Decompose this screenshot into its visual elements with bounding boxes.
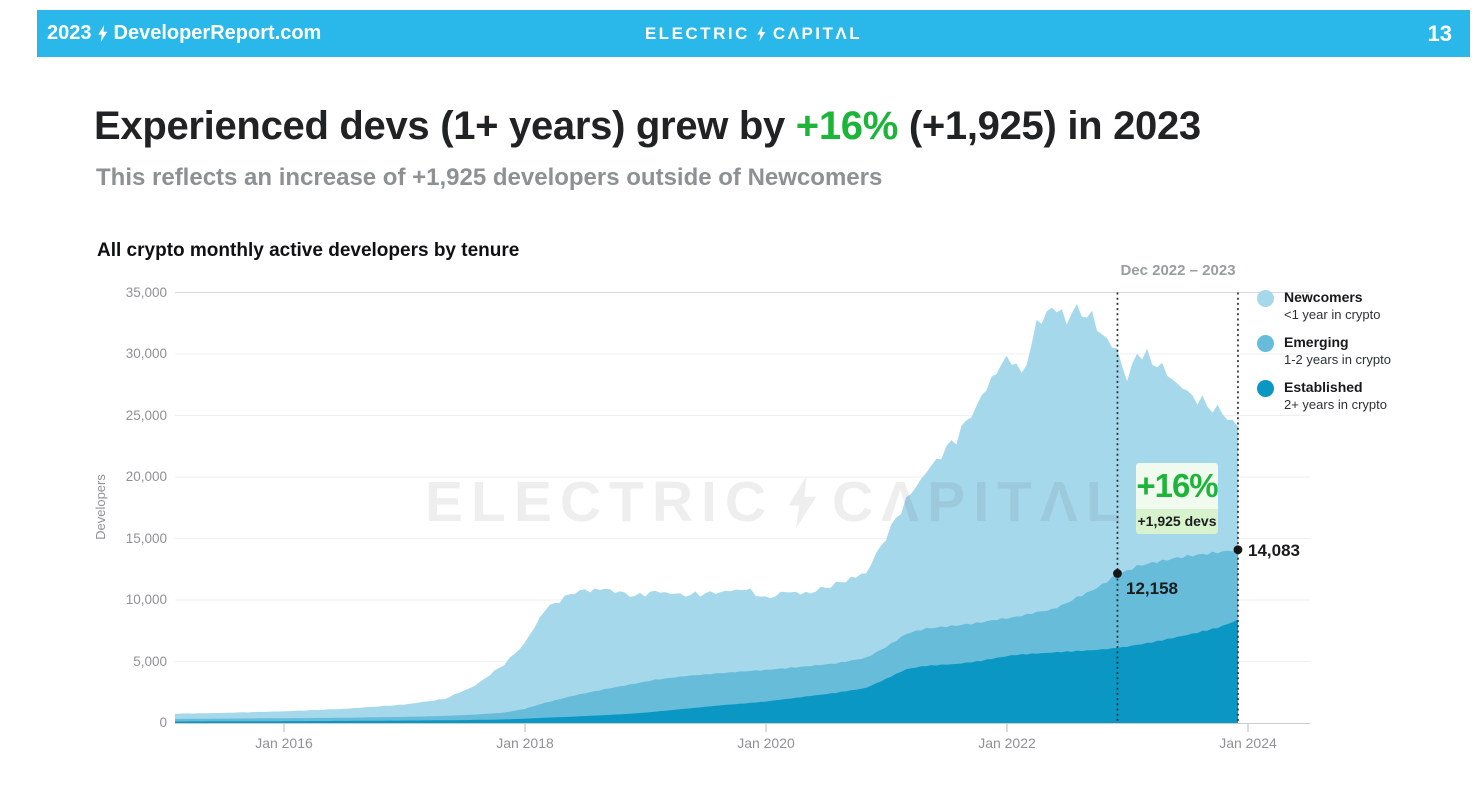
title-suffix: (+1,925) in 2023: [898, 104, 1201, 148]
lightning-bolt-icon: [757, 26, 766, 41]
header-bar: 2023 DeveloperReport.com ELECTRIC CΛPITΛ…: [37, 10, 1470, 57]
x-tick-label: Jan 2022: [978, 735, 1036, 751]
emerging-swatch-icon: [1257, 335, 1274, 353]
page-title: Experienced devs (1+ years) grew by +16%…: [94, 104, 1201, 149]
brand-logo: ELECTRIC CΛPITΛL: [645, 10, 862, 57]
legend-label: Emerging: [1284, 334, 1349, 351]
newcomers-swatch-icon: [1257, 290, 1274, 307]
title-prefix: Experienced devs (1+ years) grew by: [94, 104, 796, 148]
x-tick-label: Jan 2016: [255, 735, 313, 751]
page-subtitle: This reflects an increase of +1,925 deve…: [96, 164, 883, 191]
y-tick-label: 15,000: [125, 530, 167, 546]
legend-label: Newcomers: [1284, 289, 1363, 305]
growth-badge: +16% +1,925 devs: [1136, 463, 1218, 534]
y-tick-label: 25,000: [125, 407, 167, 423]
growth-percent: +16%: [1136, 463, 1218, 509]
data-label-dec2023: 14,083: [1248, 541, 1300, 560]
y-tick-label: 0: [159, 715, 167, 730]
x-tick-label: Jan 2018: [496, 735, 554, 751]
y-tick-label: 5,000: [133, 653, 167, 669]
page-number: 13: [1427, 20, 1452, 46]
range-annotation: Dec 2022 – 2023: [1120, 262, 1236, 279]
legend-sublabel: 2+ years in crypto: [1284, 396, 1387, 412]
chart-title: All crypto monthly active developers by …: [97, 240, 520, 261]
legend-sublabel: <1 year in crypto: [1284, 306, 1381, 322]
y-tick-label: 20,000: [125, 469, 167, 484]
legend-sublabel: 1-2 years in crypto: [1284, 351, 1391, 367]
legend-item-established: Established 2+ years in crypto: [1257, 379, 1391, 413]
watermark: ELECTRIC CΛPITΛL: [425, 469, 1129, 535]
watermark-left-text: ELECTRIC: [425, 470, 774, 534]
y-tick-label: 35,000: [125, 284, 167, 300]
x-tick-label: Jan 2020: [737, 735, 795, 751]
legend-item-emerging: Emerging 1-2 years in crypto: [1257, 334, 1391, 368]
established-swatch-icon: [1257, 380, 1274, 398]
report-year: 2023: [47, 22, 92, 44]
y-tick-label: 30,000: [125, 346, 167, 361]
x-tick-label: Jan 2024: [1219, 735, 1277, 751]
legend-label: Established: [1284, 379, 1363, 396]
brand-left-text: ELECTRIC: [644, 23, 750, 43]
lightning-bolt-icon: [97, 25, 107, 42]
y-tick-label: 10,000: [125, 592, 167, 607]
report-site-label: DeveloperReport.com: [113, 22, 322, 44]
lightning-bolt-icon: [788, 476, 817, 528]
growth-devs: +1,925 devs: [1136, 509, 1218, 534]
watermark-right-text: CΛPITΛL: [832, 470, 1129, 534]
title-growth-highlight: +16%: [795, 104, 899, 148]
legend-item-newcomers: Newcomers <1 year in crypto: [1257, 289, 1391, 323]
brand-right-text: CΛPITΛL: [772, 23, 863, 43]
report-site-link[interactable]: 2023 DeveloperReport.com: [47, 10, 321, 57]
legend: Newcomers <1 year in crypto Emerging 1-2…: [1257, 289, 1391, 424]
data-label-dec2022: 12,158: [1126, 579, 1178, 598]
